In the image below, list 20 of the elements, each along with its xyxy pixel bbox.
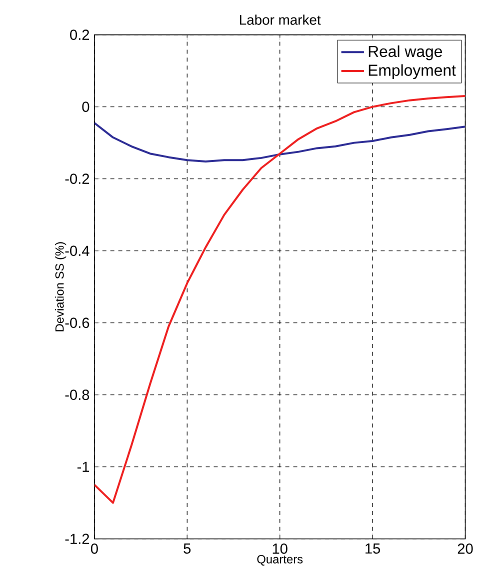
y-tick-label: -0.4 xyxy=(65,246,90,256)
x-tick-label: 0 xyxy=(90,544,98,554)
x-tick-label: 10 xyxy=(272,544,288,554)
legend-label: Real wage xyxy=(368,45,442,60)
chart-title: Labor market xyxy=(240,14,321,25)
line-series xyxy=(94,122,466,163)
x-tick-label: 15 xyxy=(365,544,380,554)
y-tick-label: -0.6 xyxy=(65,318,90,328)
y-axis-title: Deviation SS (%) xyxy=(54,242,66,332)
x-tick-label: 5 xyxy=(184,544,190,554)
x-tick-label: 20 xyxy=(458,544,473,554)
y-tick-label: -0.2 xyxy=(65,174,89,184)
x-axis-title: Quarters xyxy=(257,554,303,566)
line-series xyxy=(94,95,466,504)
y-tick-label: 0.2 xyxy=(70,30,89,40)
y-tick-label: 0 xyxy=(82,102,90,112)
y-tick-label: -1 xyxy=(77,462,89,472)
legend-label: Employment xyxy=(368,64,456,80)
y-tick-label: -1.2 xyxy=(65,534,89,544)
y-tick-label: -0.8 xyxy=(65,390,90,400)
